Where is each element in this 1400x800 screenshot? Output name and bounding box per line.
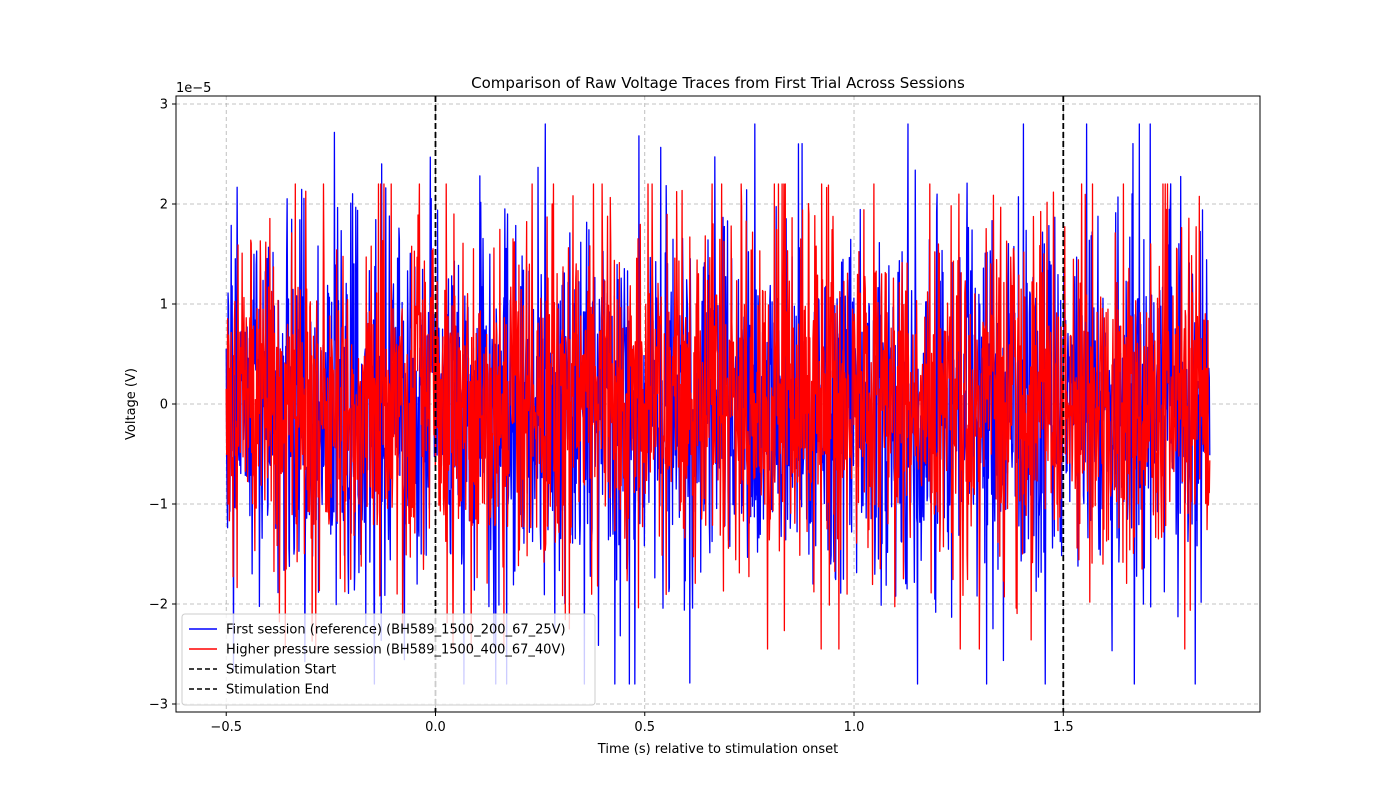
x-tick-label: 0.5 [634, 720, 655, 735]
x-tick-label: 1.5 [1053, 720, 1074, 735]
legend-box [181, 613, 596, 706]
legend: First session (reference) (BH589_1500_20… [181, 613, 596, 706]
x-tick-label: 1.0 [844, 720, 865, 735]
legend-label: Stimulation Start [226, 663, 336, 678]
y-tick-label: −2 [149, 598, 168, 613]
y-tick-label: 2 [160, 198, 168, 213]
y-tick-label: 0 [160, 398, 168, 413]
chart-title: Comparison of Raw Voltage Traces from Fi… [471, 74, 965, 92]
y-tick-label: −3 [149, 698, 168, 713]
y-tick-label: 3 [160, 98, 168, 113]
y-tick-label: −1 [149, 498, 168, 513]
x-axis-ticks: −0.5 0.0 0.5 1.0 1.5 [210, 712, 1074, 735]
legend-label: Stimulation End [226, 683, 329, 698]
y-offset-label: 1e−5 [176, 81, 211, 96]
y-tick-label: 1 [160, 298, 168, 313]
y-axis-ticks: −3 −2 −1 0 1 2 3 [149, 98, 176, 713]
legend-label: First session (reference) (BH589_1500_20… [226, 623, 566, 638]
series-line-2 [225, 183, 1211, 650]
y-axis-label: Voltage (V) [124, 368, 139, 440]
x-axis-label: Time (s) relative to stimulation onset [597, 742, 838, 757]
traces [225, 123, 1211, 685]
x-tick-label: −0.5 [210, 720, 242, 735]
x-tick-label: 0.0 [425, 720, 446, 735]
legend-label: Higher pressure session (BH589_1500_400_… [226, 643, 565, 658]
stimulation-lines [434, 96, 1065, 712]
